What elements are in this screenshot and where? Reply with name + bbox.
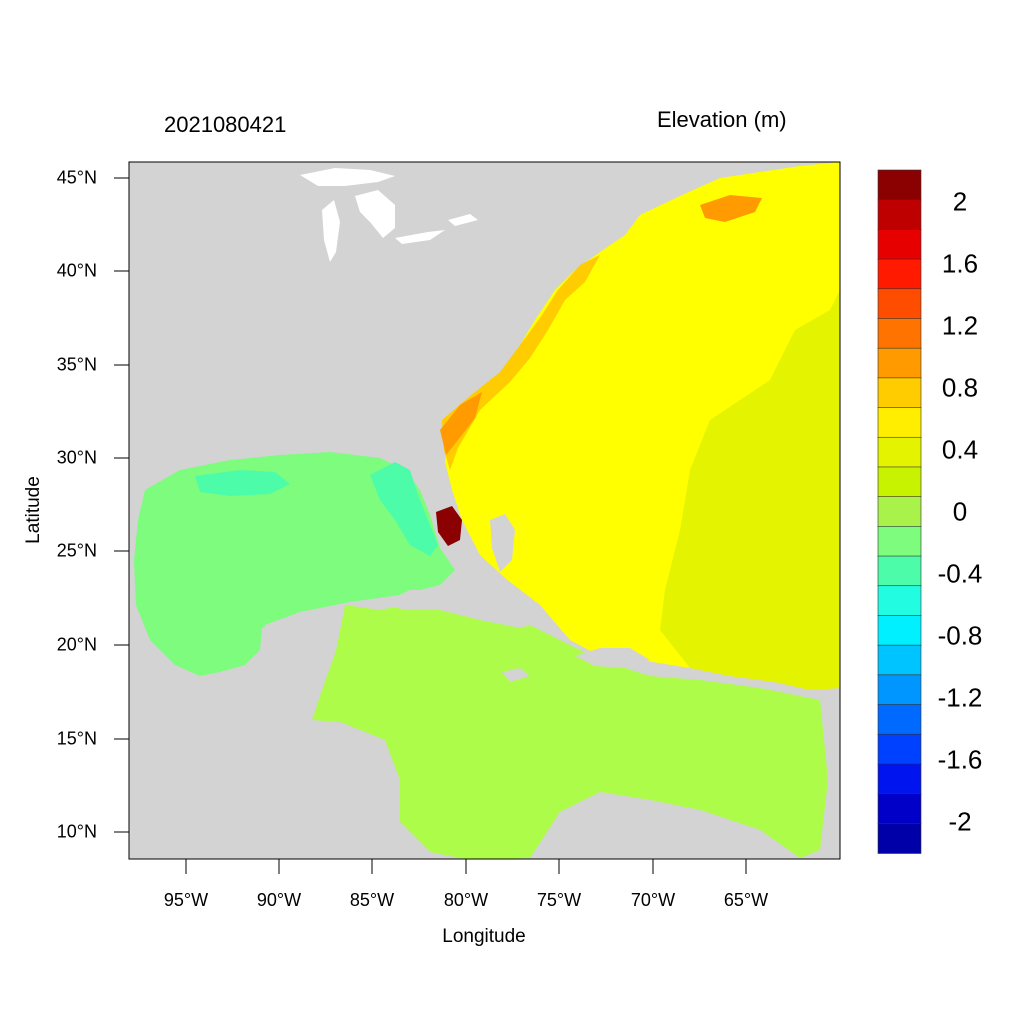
y-tick-label: 40°N: [56, 260, 97, 281]
central-america: [129, 720, 465, 859]
south-america-north-coast: [530, 792, 840, 859]
x-tick-label: 95°W: [163, 890, 209, 910]
puerto-rico: [672, 672, 700, 678]
y-tick-label: 10°N: [56, 821, 97, 842]
y-tick-label: 45°N: [56, 167, 97, 188]
lake-ontario: [448, 214, 478, 226]
colorbar-label: 0.8: [941, 372, 979, 403]
map-variable-title: Elevation (m): [657, 107, 787, 132]
colorbar-swatch: [877, 793, 922, 825]
gulf-low-patch-west: [195, 470, 290, 496]
colorbar-label: -1.6: [937, 744, 983, 775]
colorbar-swatch: [877, 258, 922, 290]
cuba: [382, 590, 540, 628]
colorbar-swatch: [877, 407, 922, 439]
x-tick-label: 65°W: [723, 890, 769, 910]
y-tick-label: 25°N: [56, 540, 97, 561]
colorbar-label: -1.2: [937, 682, 983, 713]
colorbar-swatch: [877, 674, 922, 706]
colorbar-swatch: [877, 733, 922, 765]
y-axis-label: Latitude: [23, 476, 44, 544]
map-frame: [128, 161, 841, 860]
colorbar-label: 2: [952, 186, 968, 217]
x-tick-label: 90°W: [256, 890, 302, 910]
colorbar-swatch: [877, 526, 922, 557]
lake-superior: [300, 168, 395, 186]
lake-huron: [355, 190, 395, 238]
colorbar-swatch: [877, 704, 922, 736]
coastal-band-outer: [442, 255, 600, 470]
colorbar-swatch: [877, 822, 922, 854]
colorbar-swatch: [877, 169, 922, 201]
colorbar-swatch: [877, 288, 922, 320]
colorbar-swatch: [877, 763, 922, 795]
x-tick-label: 80°W: [443, 890, 489, 910]
colorbar-label: 1.2: [941, 310, 979, 341]
coastal-band-inner: [440, 392, 482, 455]
colorbar-label: 1.6: [941, 248, 979, 279]
yucatan-peninsula: [220, 605, 345, 720]
y-tick-label: 15°N: [56, 728, 97, 749]
colorbar-swatch: [877, 229, 922, 260]
colorbar-swatch: [877, 644, 922, 676]
colorbar-swatch: [877, 347, 922, 379]
colorbar-label: -2: [948, 806, 972, 837]
gulf-low-patch-florida: [370, 462, 438, 556]
y-tick-label: 30°N: [56, 447, 97, 468]
colorbar: [877, 169, 922, 854]
colorbar-swatch: [877, 318, 922, 349]
south-florida-surge: [436, 506, 462, 546]
gulf-of-maine-high: [700, 195, 762, 222]
colorbar-label: 0.4: [941, 434, 979, 465]
gulf-of-mexico: [134, 452, 455, 676]
x-tick-label: 70°W: [630, 890, 676, 910]
colorbar-swatch: [877, 555, 922, 587]
caribbean-sea: [312, 600, 828, 859]
y-tick-marks: [114, 177, 129, 833]
colorbar-swatch: [877, 199, 922, 231]
hispaniola: [575, 648, 650, 668]
map-layers: [129, 162, 840, 859]
colorbar-swatch: [877, 436, 922, 468]
colorbar-swatch: [877, 496, 922, 528]
y-tick-label: 20°N: [56, 634, 97, 655]
lake-michigan: [322, 200, 340, 262]
colorbar-swatch: [877, 585, 922, 617]
colorbar-swatch: [877, 377, 922, 409]
jamaica: [502, 668, 530, 682]
lake-erie: [395, 230, 445, 244]
east-atlantic-band: [660, 290, 840, 690]
colorbar-swatch: [877, 466, 922, 498]
colorbar-label: -0.8: [937, 620, 983, 651]
colorbar-label: 0: [952, 496, 968, 527]
x-axis-label: Longitude: [442, 926, 526, 947]
colorbar-label: -0.4: [937, 558, 983, 589]
bahamas: [490, 514, 515, 572]
x-tick-label: 75°W: [536, 890, 582, 910]
colorbar-swatch: [877, 615, 922, 646]
map-timestamp-title: 2021080421: [164, 112, 287, 137]
x-tick-label: 85°W: [349, 890, 395, 910]
x-tick-marks: [185, 859, 747, 874]
y-tick-label: 35°N: [56, 354, 97, 375]
